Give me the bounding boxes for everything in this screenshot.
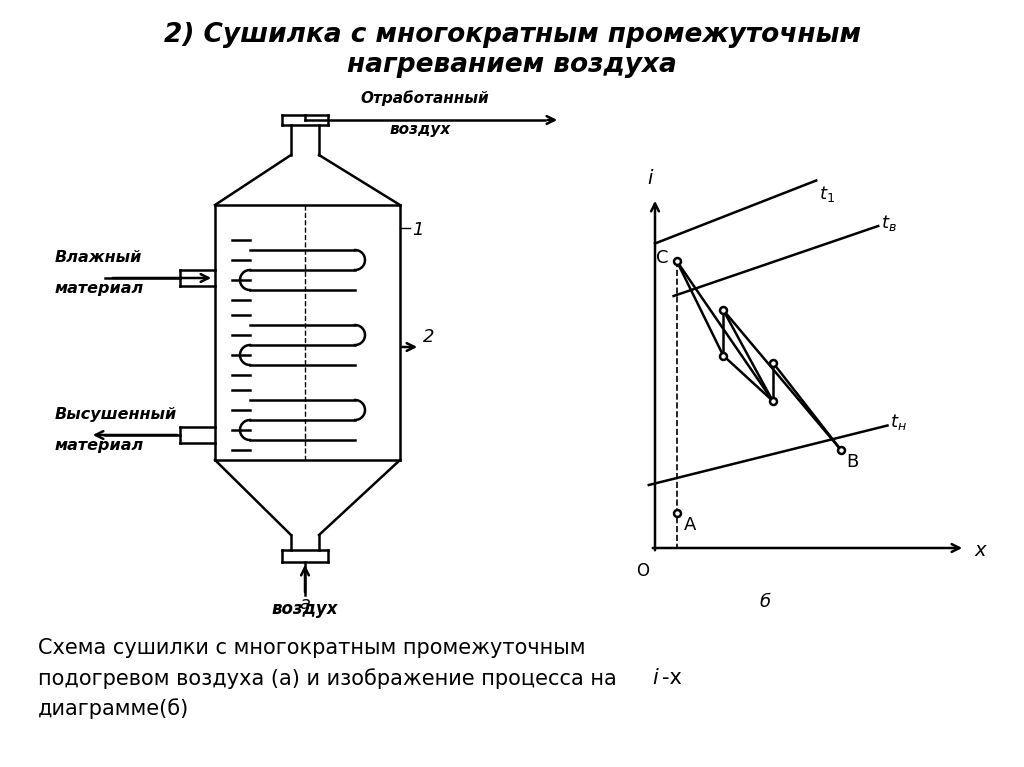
Text: 2: 2 (423, 328, 434, 346)
Text: i: i (652, 668, 657, 688)
Text: материал: материал (55, 281, 144, 296)
Text: материал: материал (55, 438, 144, 453)
Text: воздух: воздух (390, 122, 452, 137)
Text: B: B (846, 453, 858, 471)
Text: Отработанный: Отработанный (360, 91, 488, 106)
Text: i: i (647, 169, 652, 188)
Text: O: O (637, 562, 649, 580)
Text: A: A (684, 516, 696, 534)
Text: 2) Сушилка с многократным промежуточным: 2) Сушилка с многократным промежуточным (164, 22, 860, 48)
Text: Влажный: Влажный (55, 250, 142, 265)
Text: Схема сушилки с многократным промежуточным: Схема сушилки с многократным промежуточн… (38, 638, 586, 658)
Text: нагреванием воздуха: нагреванием воздуха (347, 52, 677, 78)
Text: воздух: воздух (271, 600, 338, 618)
Text: C: C (656, 249, 669, 267)
Text: x: x (975, 541, 986, 559)
Text: б: б (760, 593, 771, 611)
Text: -x: -x (662, 668, 682, 688)
Text: 1: 1 (412, 221, 424, 239)
Text: а: а (299, 595, 310, 613)
Text: Высушенный: Высушенный (55, 407, 177, 422)
Text: подогревом воздуха (а) и изображение процесса на: подогревом воздуха (а) и изображение про… (38, 668, 624, 689)
Text: диаграмме(б): диаграмме(б) (38, 698, 189, 719)
Text: $t_1$: $t_1$ (819, 183, 836, 203)
Text: $t_н$: $t_н$ (891, 413, 907, 433)
Text: $t_в$: $t_в$ (882, 213, 897, 233)
